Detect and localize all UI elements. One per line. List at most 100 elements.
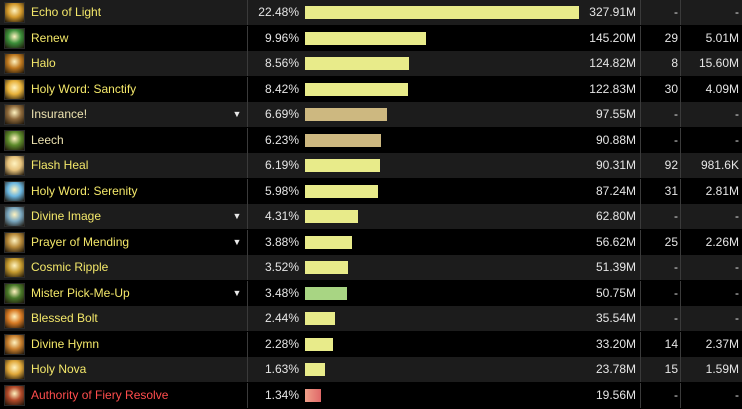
bar-track (305, 281, 640, 306)
expand-dropdown-icon[interactable]: ▼ (232, 211, 242, 221)
ability-name-link[interactable]: Holy Nova (31, 362, 87, 376)
column-divider (247, 255, 248, 280)
amount-value: 19.56M (595, 388, 636, 402)
column-divider (247, 306, 248, 331)
cosmic-ripple-icon (4, 257, 25, 278)
ability-name-link[interactable]: Divine Hymn (31, 337, 100, 351)
column-divider (640, 230, 641, 255)
amount-value: 122.83M (589, 82, 636, 96)
expand-dropdown-icon[interactable]: ▼ (232, 109, 242, 119)
amount-bar (305, 108, 387, 121)
column-divider (247, 102, 248, 127)
ability-name-link[interactable]: Prayer of Mending (31, 235, 130, 249)
ability-name-link[interactable]: Mister Pick-Me-Up (31, 286, 130, 300)
table-row[interactable]: Holy Nova 1.63% 23.78M 15 1.59M (0, 357, 742, 382)
table-row[interactable]: Cosmic Ripple 3.52% 51.39M - - (0, 255, 742, 280)
bar-track (305, 26, 640, 51)
amount-bar (305, 6, 579, 19)
blessed-bolt-icon (4, 308, 25, 329)
table-row[interactable]: Halo 8.56% 124.82M 8 15.60M (0, 51, 742, 76)
column-divider (680, 204, 681, 229)
table-row[interactable]: Insurance! ▼ 6.69% 97.55M - - (0, 102, 742, 127)
column-divider (247, 179, 248, 204)
bar-track (305, 153, 640, 178)
table-row[interactable]: Prayer of Mending ▼ 3.88% 56.62M 25 2.26M (0, 230, 742, 255)
ability-name-link[interactable]: Flash Heal (31, 158, 89, 172)
percent-value: 2.28% (264, 337, 299, 351)
amount-bar (305, 363, 325, 376)
amount-value: 97.55M (595, 107, 636, 121)
column-divider (247, 51, 248, 76)
percent-value: 6.23% (264, 133, 299, 147)
ability-name-link[interactable]: Halo (31, 56, 56, 70)
column-divider (247, 0, 248, 25)
bar-track (305, 204, 640, 229)
column-divider (247, 128, 248, 153)
table-row[interactable]: Mister Pick-Me-Up ▼ 3.48% 50.75M - - (0, 281, 742, 306)
per-cast-value: - (735, 311, 739, 325)
column-divider (680, 77, 681, 102)
ability-name-link[interactable]: Divine Image (31, 209, 102, 223)
ability-name-link[interactable]: Cosmic Ripple (31, 260, 109, 274)
column-divider (640, 153, 641, 178)
per-cast-value: 1.59M (705, 362, 739, 376)
column-divider (640, 128, 641, 153)
amount-bar (305, 210, 358, 223)
column-divider (680, 281, 681, 306)
table-row[interactable]: Renew 9.96% 145.20M 29 5.01M (0, 26, 742, 51)
column-divider (247, 26, 248, 51)
expand-dropdown-icon[interactable]: ▼ (232, 237, 242, 247)
ability-name-link[interactable]: Echo of Light (31, 5, 102, 19)
amount-bar (305, 159, 380, 172)
ability-name-link[interactable]: Insurance! (31, 107, 88, 121)
renew-icon (4, 28, 25, 49)
echo-of-light-icon (4, 2, 25, 23)
column-divider (640, 204, 641, 229)
table-row[interactable]: Divine Hymn 2.28% 33.20M 14 2.37M (0, 332, 742, 357)
table-row[interactable]: Flash Heal 6.19% 90.31M 92 981.6K (0, 153, 742, 178)
column-divider (640, 281, 641, 306)
amount-value: 62.80M (595, 209, 636, 223)
per-cast-value: - (735, 209, 739, 223)
table-row[interactable]: Divine Image ▼ 4.31% 62.80M - - (0, 204, 742, 229)
column-divider (640, 332, 641, 357)
expand-dropdown-icon[interactable]: ▼ (232, 288, 242, 298)
table-row[interactable]: Blessed Bolt 2.44% 35.54M - - (0, 306, 742, 331)
table-row[interactable]: Leech 6.23% 90.88M - - (0, 128, 742, 153)
amount-value: 327.91M (589, 5, 636, 19)
authority-of-fiery-resolve-icon (4, 385, 25, 406)
amount-value: 35.54M (595, 311, 636, 325)
amount-value: 56.62M (595, 235, 636, 249)
flash-heal-icon (4, 155, 25, 176)
column-divider (640, 0, 641, 25)
amount-bar (305, 134, 381, 147)
column-divider (247, 332, 248, 357)
ability-name-link[interactable]: Blessed Bolt (31, 311, 98, 325)
bar-track (305, 383, 640, 408)
halo-icon (4, 53, 25, 74)
ability-name-link[interactable]: Authority of Fiery Resolve (31, 388, 169, 402)
column-divider (247, 383, 248, 408)
ability-name-link[interactable]: Renew (31, 31, 69, 45)
bar-track (305, 77, 640, 102)
casts-value: 29 (664, 31, 678, 45)
table-row[interactable]: Holy Word: Sanctify 8.42% 122.83M 30 4.09M (0, 77, 742, 102)
per-cast-value: 15.60M (698, 56, 739, 70)
bar-track (305, 306, 640, 331)
column-divider (247, 281, 248, 306)
percent-value: 3.48% (264, 286, 299, 300)
table-row[interactable]: Authority of Fiery Resolve 1.34% 19.56M - - (0, 383, 742, 408)
amount-bar (305, 312, 335, 325)
column-divider (247, 77, 248, 102)
percent-value: 4.31% (264, 209, 299, 223)
table-row[interactable]: Echo of Light 22.48% 327.91M - - (0, 0, 742, 25)
insurance-icon (4, 104, 25, 125)
ability-name-link[interactable]: Leech (31, 133, 64, 147)
ability-name-link[interactable]: Holy Word: Serenity (31, 184, 138, 198)
ability-name-link[interactable]: Holy Word: Sanctify (31, 82, 137, 96)
column-divider (680, 51, 681, 76)
table-row[interactable]: Holy Word: Serenity 5.98% 87.24M 31 2.81M (0, 179, 742, 204)
per-cast-value: 2.81M (705, 184, 739, 198)
amount-bar (305, 83, 408, 96)
casts-value: - (674, 107, 678, 121)
